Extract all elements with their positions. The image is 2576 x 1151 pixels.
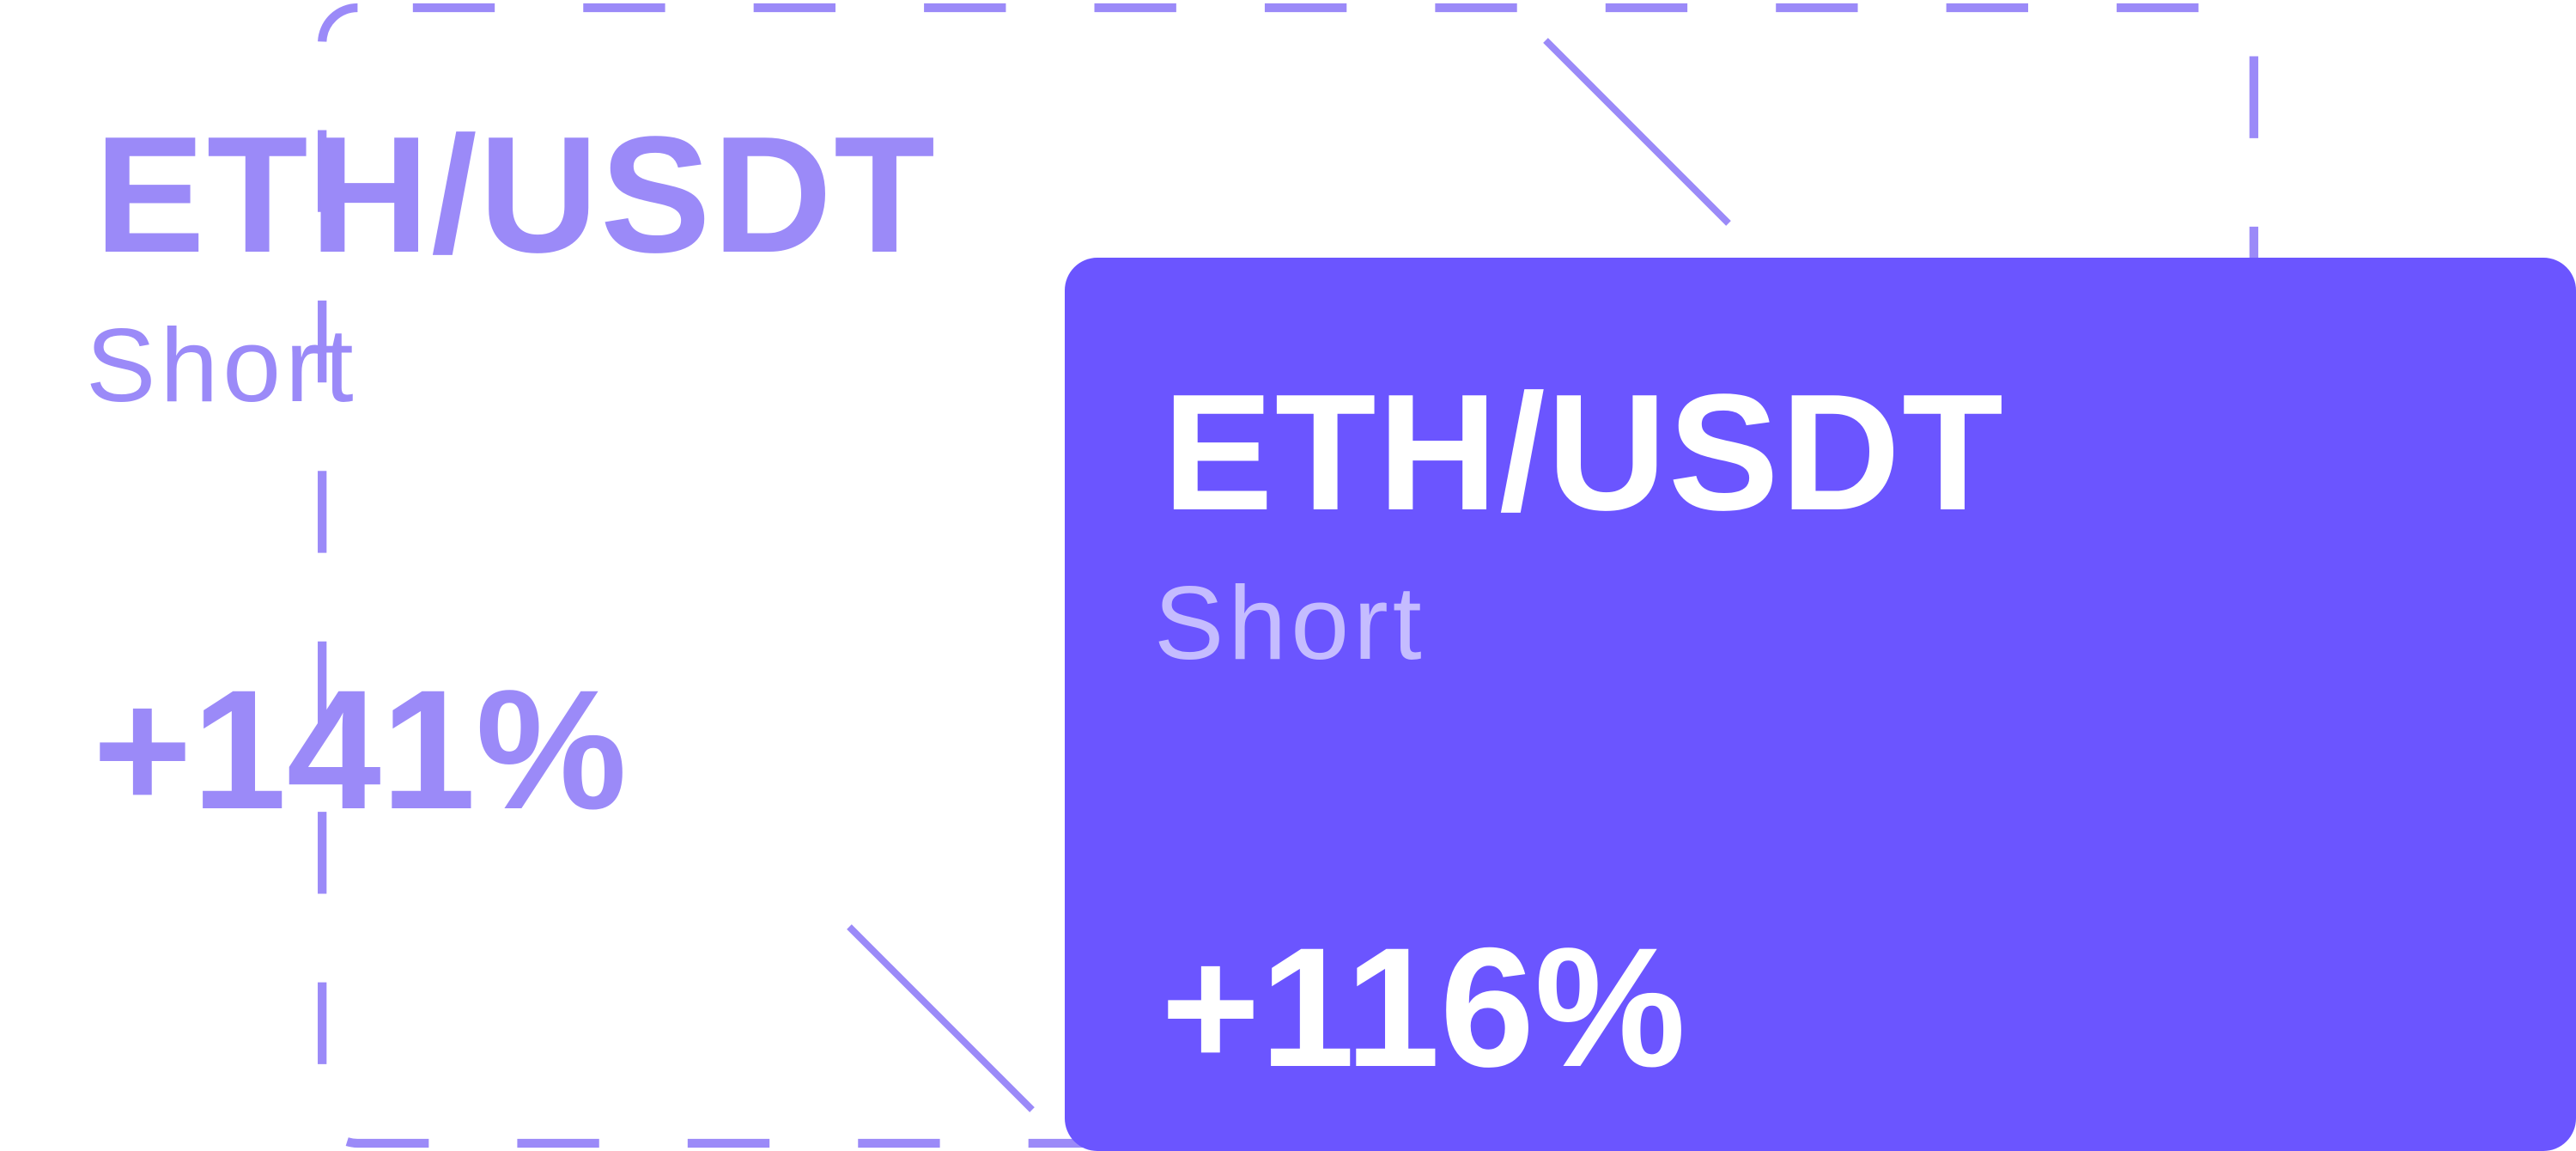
active-card-side: Short — [1154, 564, 1426, 681]
active-card: ETH/USDT Short +116% — [1065, 258, 2576, 1151]
active-card-pnl: +116% — [1161, 912, 1686, 1102]
motion-line-bottom — [847, 924, 1035, 1112]
ghost-card-side: Short — [86, 307, 358, 423]
ghost-card-pair: ETH/USDT — [94, 101, 937, 287]
ghost-card: ETH/USDT Short +141% — [0, 0, 2258, 1148]
active-card-pair: ETH/USDT — [1163, 359, 2005, 545]
ghost-card-pnl: +141% — [93, 655, 628, 844]
motion-line-top — [1543, 38, 1731, 226]
